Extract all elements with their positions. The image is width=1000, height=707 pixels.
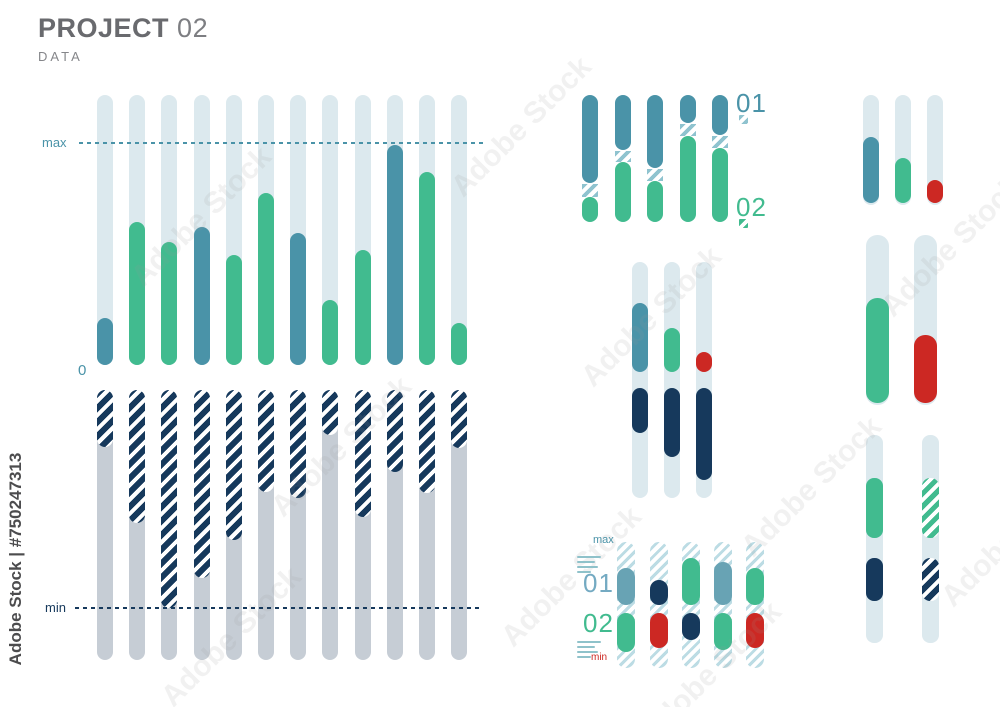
main-bottom-bar [226, 390, 242, 540]
stacked-bar [680, 124, 696, 136]
stacked-bar [615, 95, 631, 150]
main-top-bar [387, 145, 403, 365]
trio-bar [696, 388, 712, 480]
main-bottom-bar [290, 390, 306, 498]
main-bottom-bar [194, 390, 210, 578]
grid-bar [746, 568, 764, 605]
stacked-bar [680, 136, 696, 222]
max-line [79, 142, 483, 144]
main-bottom-bar [355, 390, 371, 517]
trio-bar [696, 352, 712, 372]
stacked-bar [615, 162, 631, 222]
stacked-bar [647, 95, 663, 168]
main-top-bar [194, 227, 210, 365]
grid-bar [714, 562, 732, 605]
stock-watermark: Adobe Stock | #750247313 [6, 452, 25, 666]
main-bottom-bar [419, 390, 435, 493]
main-bottom-column-bg [97, 390, 113, 660]
right-mid-bar [914, 335, 937, 403]
right-bottom-bar [866, 558, 883, 601]
stacked-bar [615, 151, 631, 162]
main-top-bar [355, 250, 371, 365]
stacked-bar [582, 95, 598, 183]
main-top-bar [161, 242, 177, 365]
legend-hatch-swatch [739, 115, 748, 124]
legend-hatch-swatch [739, 219, 748, 228]
main-top-column-bg [97, 95, 113, 365]
stacked-bar [582, 184, 598, 197]
stacked-bar [647, 169, 663, 181]
main-bottom-bar [322, 390, 338, 435]
title-number: 02 [177, 13, 209, 43]
grid-bar [617, 568, 635, 605]
stacked-bar [680, 95, 696, 123]
grid-min-label: min [591, 652, 608, 663]
main-top-bar [226, 255, 242, 365]
grid-bar [714, 613, 732, 650]
right-top-bar [895, 158, 911, 203]
main-top-bar [419, 172, 435, 365]
right-bottom-column-bg [866, 435, 883, 643]
trio-bar [632, 388, 648, 433]
grid-row2-label: 02 [583, 608, 614, 638]
main-bottom-bar [451, 390, 467, 448]
main-bottom-bar [387, 390, 403, 472]
page-subtitle: DATA [38, 49, 83, 64]
stacked-bar [712, 95, 728, 135]
title-word: PROJECT [38, 13, 170, 43]
main-bottom-bar [129, 390, 145, 523]
stacked-bar [712, 148, 728, 222]
page-title: PROJECT 02 [38, 13, 208, 44]
right-bottom-bar [866, 478, 883, 538]
right-bottom-column-bg [922, 435, 939, 643]
grid-bar [682, 558, 700, 605]
page-header: PROJECT 02 DATA [38, 13, 208, 64]
legend-02-label: 02 [736, 192, 767, 222]
main-bottom-bar [97, 390, 113, 447]
min-line [75, 607, 483, 609]
ghost-watermark: Adobe Stock [444, 50, 598, 204]
max-label: max [42, 135, 67, 150]
main-top-bar [451, 323, 467, 365]
min-label: min [45, 600, 66, 615]
stacked-bar [582, 197, 598, 222]
ghost-watermark: Adobe Stock [934, 460, 1000, 614]
main-top-bar [258, 193, 274, 365]
grid-row1-label: 01 [583, 568, 614, 598]
legend-01-label: 01 [736, 88, 767, 118]
trio-bar [664, 388, 680, 457]
speed-lines-icon [577, 553, 601, 576]
main-top-bar [322, 300, 338, 365]
grid-bar [650, 613, 668, 648]
zero-label: 0 [78, 362, 87, 379]
main-top-column-bg [322, 95, 338, 365]
main-top-bar [290, 233, 306, 365]
main-bottom-column-bg [451, 390, 467, 660]
right-top-bar [863, 137, 879, 203]
main-top-column-bg [451, 95, 467, 365]
stacked-bar [647, 181, 663, 222]
speed-lines-icon [577, 638, 601, 661]
main-bottom-bar [161, 390, 177, 608]
grid-bar [617, 613, 635, 652]
main-bottom-column-bg [322, 390, 338, 660]
grid-max-label: max [593, 534, 614, 546]
trio-bar [664, 328, 680, 372]
grid-bar [682, 613, 700, 640]
main-bottom-bar [258, 390, 274, 492]
right-bottom-bar [922, 558, 939, 601]
main-top-bar [129, 222, 145, 365]
right-top-column-bg [927, 95, 943, 205]
grid-bar [650, 580, 668, 605]
trio-bar [632, 303, 648, 372]
right-bottom-bar [922, 478, 939, 538]
grid-bar [746, 613, 764, 648]
grid-column-bg [650, 542, 668, 668]
main-top-bar [97, 318, 113, 365]
right-mid-bar [866, 298, 889, 403]
stacked-bar [712, 136, 728, 148]
right-top-bar [927, 180, 943, 203]
